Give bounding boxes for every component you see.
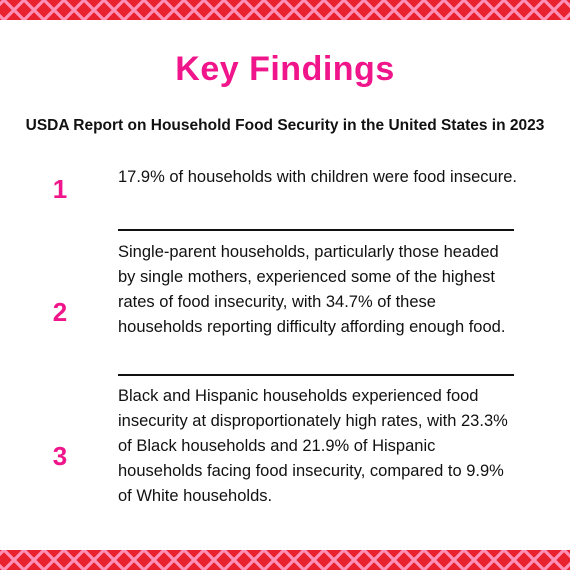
bottom-decorative-border [0,550,570,570]
finding-1-text: 17.9% of households with children were f… [118,168,517,186]
divider-2 [118,374,514,376]
page-subtitle: USDA Report on Household Food Security i… [25,117,545,134]
divider-1 [118,229,514,231]
finding-2-text: Single-parent households, particularly t… [118,243,506,336]
page-title: Key Findings [175,50,395,88]
finding-1-number: 1 [52,174,68,204]
finding-3-number: 3 [52,441,68,471]
top-decorative-border [0,0,570,20]
finding-3-text: Black and Hispanic households experience… [118,387,508,505]
finding-2-number: 2 [52,297,68,327]
